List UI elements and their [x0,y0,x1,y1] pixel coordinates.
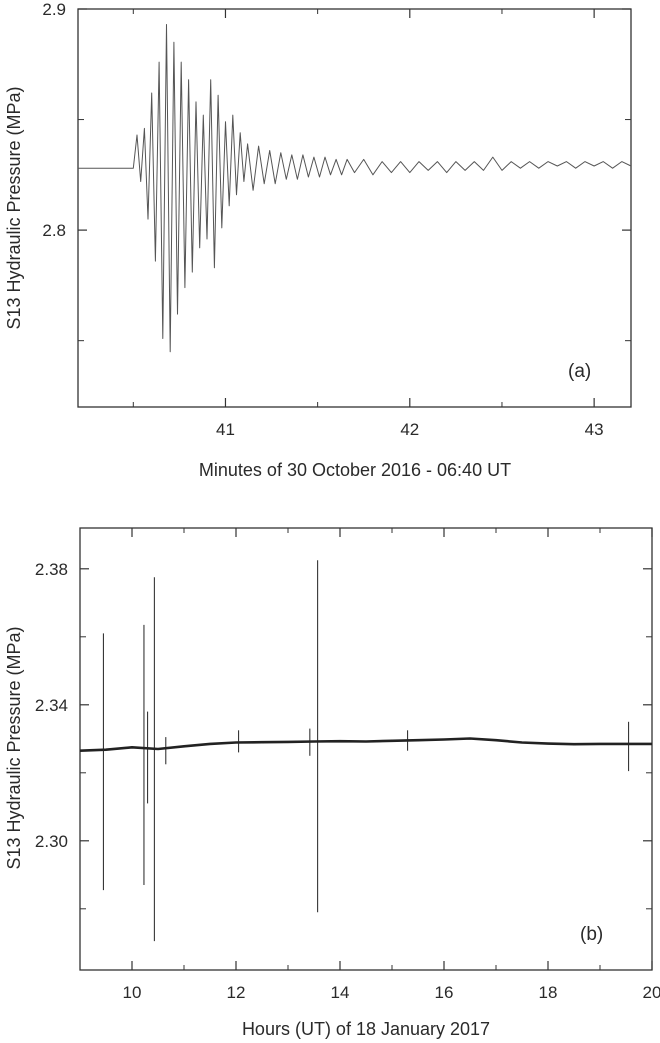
panel-b: 10 12 14 16 18 20 2.30 2.34 2.38 (b) Hours (UT) … [4,527,660,1039]
panel-label-a: (a) [568,361,591,382]
y-axis-label-b: S13 Hydraulic Pressure (MPa) [4,626,24,869]
y-tick-label: 2.9 [42,0,66,19]
ticks-b: 10 12 14 16 18 20 2.30 2.34 2.38 [35,528,660,1002]
y-tick-label: 2.8 [42,221,66,240]
x-tick-label: 16 [435,983,454,1002]
x-tick-label: 14 [331,983,350,1002]
x-tick-label: 42 [400,420,419,439]
x-tick-label: 20 [643,983,660,1002]
y-tick-label: 2.30 [35,832,68,851]
x-tick-label: 10 [123,983,142,1002]
x-tick-label: 12 [227,983,246,1002]
plot-frame-b [79,527,653,971]
panel-label-b: (b) [580,924,603,945]
y-tick-label: 2.38 [35,560,68,579]
x-axis-label-b: Hours (UT) of 18 January 2017 [242,1019,490,1039]
x-tick-label: 41 [216,420,235,439]
x-tick-label: 18 [539,983,558,1002]
x-tick-label: 43 [585,420,604,439]
series-line [78,24,632,353]
data-series-b [79,560,652,942]
ticks-a: 41 42 43 2.8 2.9 [42,0,631,439]
series-line [79,737,652,752]
y-tick-label: 2.34 [35,696,68,715]
data-series-a [78,24,632,353]
panel-a: 41 42 43 2.8 2.9 (a) Minutes of 30 October 2… [4,0,632,480]
y-axis-label-a: S13 Hydraulic Pressure (MPa) [4,86,24,329]
plot-frame-a [77,8,632,408]
x-axis-label-a: Minutes of 30 October 2016 - 06:40 UT [199,460,511,480]
